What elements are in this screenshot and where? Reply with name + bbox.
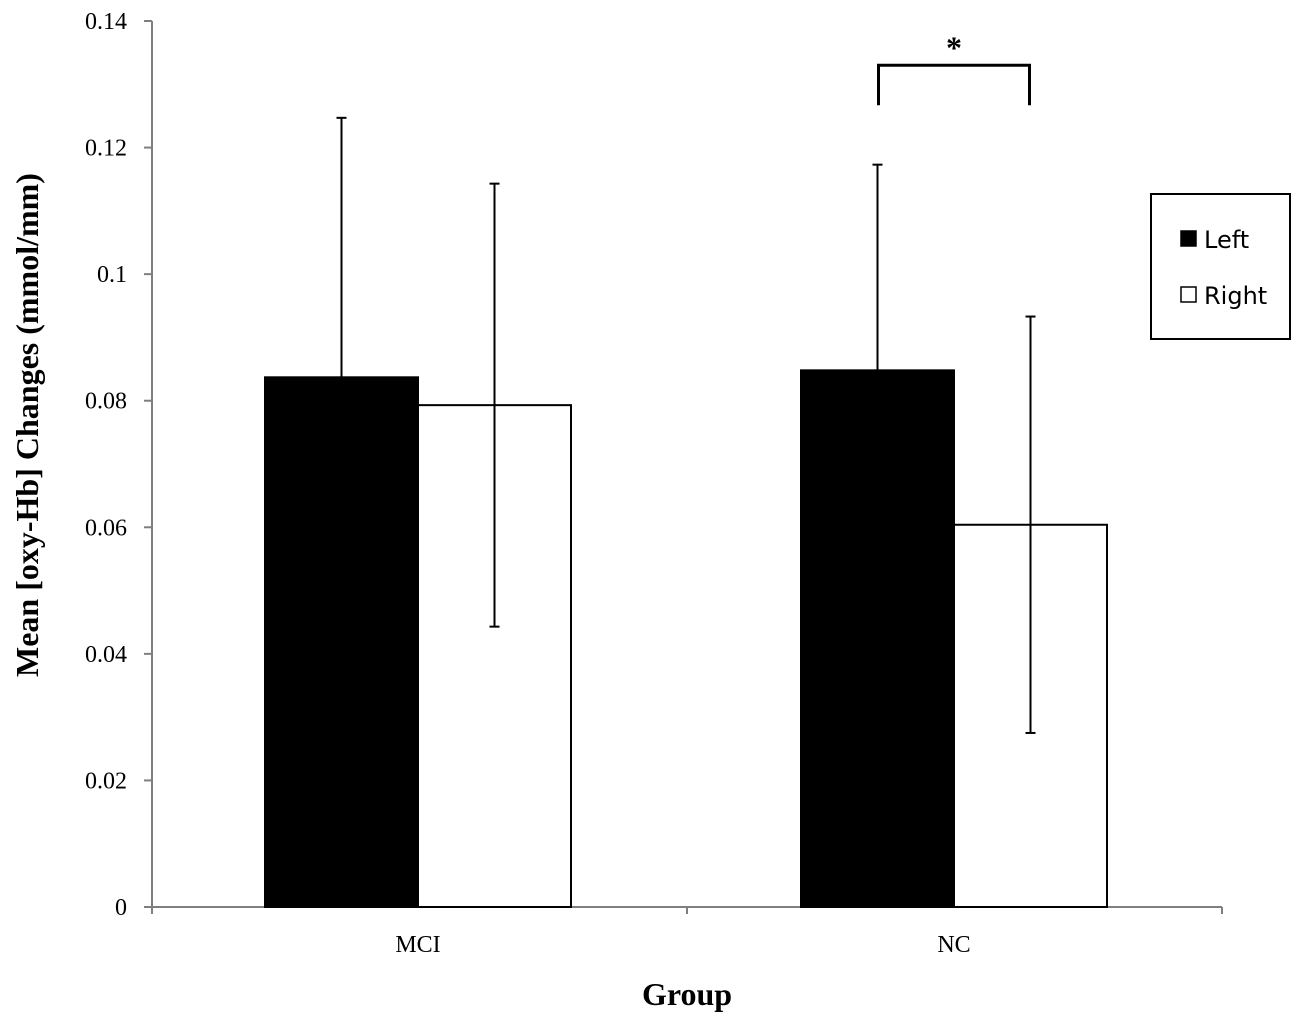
y-tick-label: 0.02 xyxy=(85,768,127,794)
y-tick-label: 0.12 xyxy=(85,136,127,162)
legend-label-right: Right xyxy=(1204,282,1267,310)
legend-box xyxy=(1150,193,1291,340)
x-tick-label-mci: MCI xyxy=(395,932,440,958)
legend-swatch-right xyxy=(1180,286,1197,303)
y-tick-label: 0.1 xyxy=(97,262,127,288)
y-tick-label: 0.14 xyxy=(85,9,127,35)
y-axis-title: Mean [oxy-Hb] Changes (mmol/mm) xyxy=(9,173,45,677)
y-tick-label: 0.04 xyxy=(85,642,127,668)
significance-bracket xyxy=(877,63,1031,106)
y-tick-label: 0 xyxy=(115,895,127,921)
x-tick-label-nc: NC xyxy=(937,932,970,958)
x-axis-title: Group xyxy=(642,976,732,1012)
legend-swatch-left xyxy=(1180,230,1197,247)
y-tick-label: 0.06 xyxy=(85,515,127,541)
plot-area: 0 0.02 0.04 0.06 0.08 0.1 0.12 0.14 MCI NC * Left Ri… xyxy=(85,9,1291,958)
legend-label-left: Left xyxy=(1204,226,1249,254)
y-tick-label: 0.08 xyxy=(85,389,127,415)
significance-marker: * xyxy=(946,29,962,65)
